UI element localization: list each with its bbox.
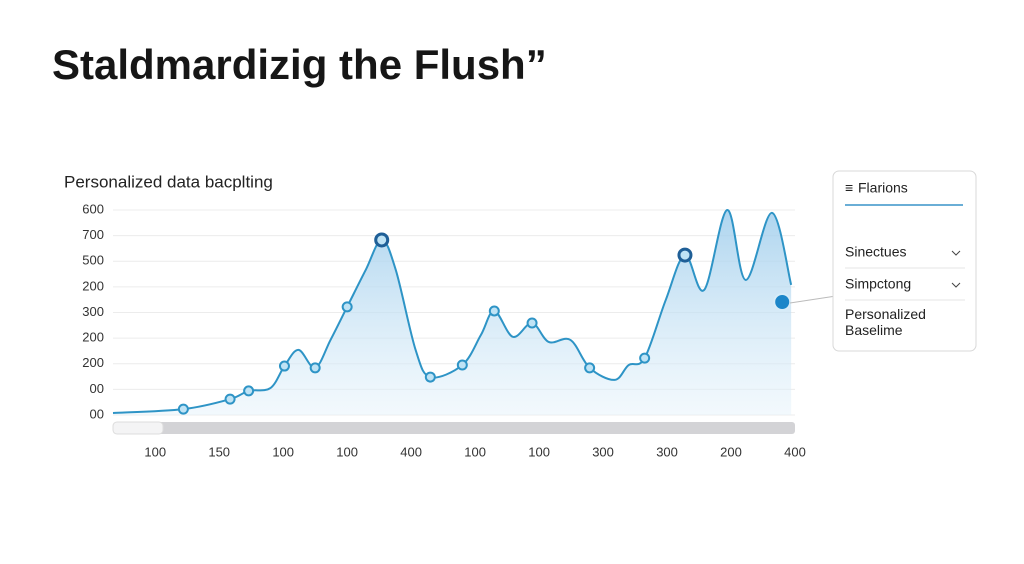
- chevron: [951, 250, 961, 256]
- y-tick-label: 200: [82, 330, 104, 345]
- panel-title: Flarions: [858, 180, 908, 196]
- item-label: Simpctong: [845, 276, 911, 292]
- point: [224, 393, 236, 405]
- x-tick-label: 300: [656, 444, 678, 459]
- x-tick-label: 100: [272, 444, 294, 459]
- x-tick-label: 400: [400, 444, 422, 459]
- x-tick-label: 100: [528, 444, 550, 459]
- y-tick-label: 00: [90, 406, 104, 421]
- panel-note: Personalized Baselime: [845, 306, 926, 338]
- panel: ≡ Flarions Sinectues Simpctong Personali…: [789, 170, 977, 352]
- chevron: [951, 282, 961, 288]
- x-tick-label: 200: [720, 444, 742, 459]
- x-tick-label: 100: [144, 444, 166, 459]
- point: [526, 317, 538, 329]
- item-label: Sinectues: [845, 244, 906, 260]
- y-tick-label: 600: [82, 201, 104, 216]
- point: [278, 360, 290, 372]
- callout-line: [789, 295, 837, 304]
- point: [424, 371, 436, 383]
- point: [677, 247, 693, 263]
- point: [639, 352, 651, 364]
- point: [488, 305, 500, 317]
- panel-item[interactable]: Sinectues: [845, 244, 965, 269]
- chart-subtitle: Personalized data bacplting: [64, 172, 273, 191]
- note-box: Personalized Baselime: [845, 306, 926, 338]
- y-tick-label: 200: [82, 355, 104, 370]
- plot: 00 00 200 200 300 200 500 700 600 100 150 100 100 400…: [82, 201, 806, 459]
- point: [584, 362, 596, 374]
- area: [113, 209, 792, 415]
- point: [456, 359, 468, 371]
- point: [309, 362, 321, 374]
- y-tick-label: 200: [82, 278, 104, 293]
- scrollbar[interactable]: [113, 422, 795, 434]
- y-tick-label: 700: [82, 227, 104, 242]
- x-tick-label: 400: [784, 444, 806, 459]
- page-title: Staldmardizig the Flush”: [52, 41, 547, 88]
- panel-icon: ≡: [845, 180, 853, 196]
- y-tick-label: 00: [90, 381, 104, 396]
- highlight-point: [773, 292, 792, 311]
- scroll-thumb[interactable]: [112, 421, 164, 435]
- point: [374, 232, 390, 248]
- y-tick-label: 500: [82, 253, 104, 268]
- x-tick-label: 150: [208, 444, 230, 459]
- point: [341, 301, 353, 313]
- panel-item[interactable]: Simpctong: [845, 276, 965, 301]
- y-tick-label: 300: [82, 304, 104, 319]
- x-tick-label: 300: [592, 444, 614, 459]
- point: [177, 403, 189, 415]
- x-tick-label: 100: [336, 444, 358, 459]
- panel-box: [832, 170, 977, 352]
- point: [243, 385, 255, 397]
- x-tick-label: 100: [464, 444, 486, 459]
